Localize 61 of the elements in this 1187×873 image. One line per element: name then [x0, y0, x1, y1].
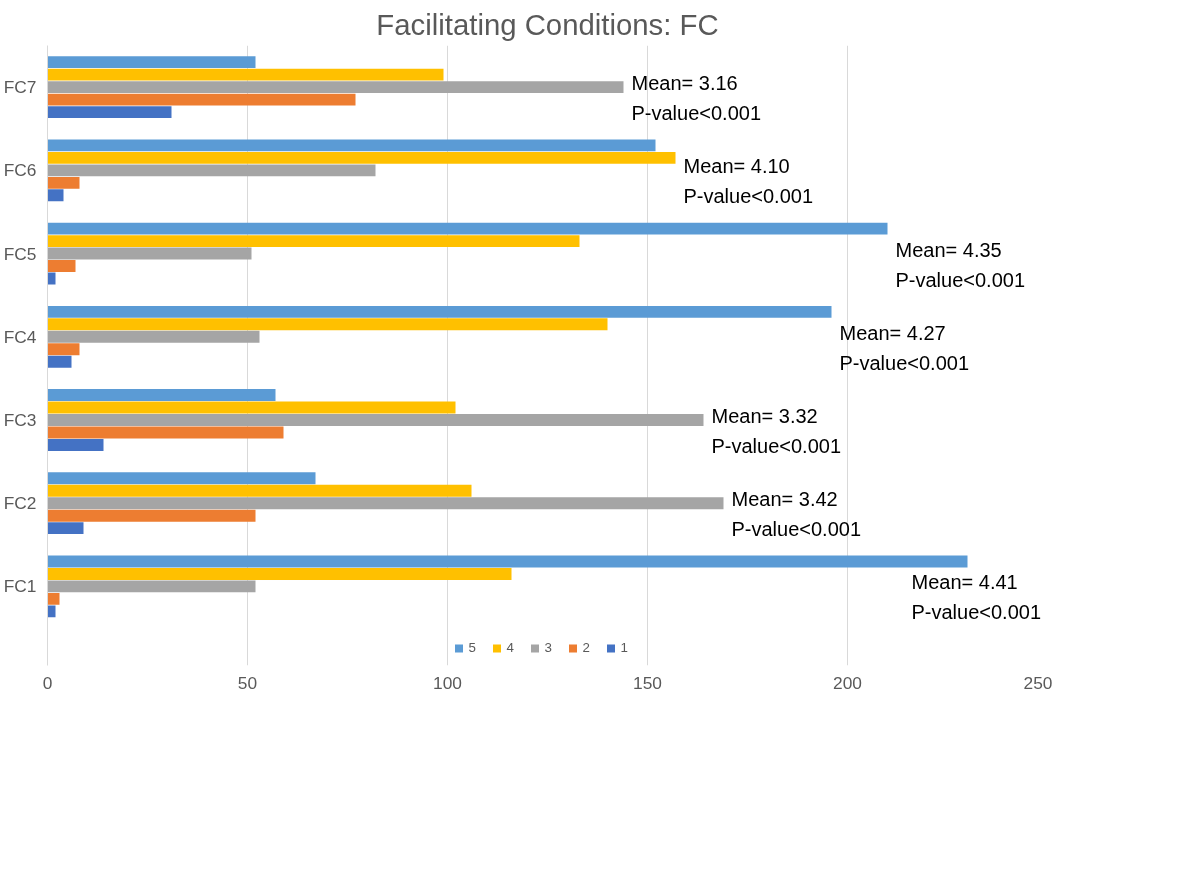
- bar: [47, 318, 608, 331]
- bar: [47, 139, 656, 152]
- bar: [47, 81, 624, 94]
- chart-title: Facilitating Conditions: FC: [376, 7, 719, 41]
- bar: [47, 330, 260, 343]
- y-tick-label: FC3: [3, 410, 37, 430]
- bar: [47, 164, 376, 177]
- legend-label: 5: [468, 640, 477, 655]
- bar: [47, 305, 832, 318]
- x-tick-label: 100: [433, 672, 462, 693]
- legend-label: 3: [544, 640, 553, 655]
- bar: [47, 247, 252, 260]
- x-tick-label: 150: [633, 672, 662, 693]
- annotation: Mean= 4.27 P-value<0.001: [839, 321, 970, 374]
- annotation: Mean= 4.35 P-value<0.001: [895, 238, 1026, 291]
- bar: [47, 106, 172, 119]
- y-tick-label: FC1: [3, 576, 37, 597]
- bar: [47, 568, 512, 580]
- bar: [47, 222, 888, 235]
- y-tick-label: FC2: [3, 493, 37, 514]
- x-tick-label: 250: [1023, 672, 1053, 693]
- bar: [47, 580, 256, 593]
- bar: [47, 260, 76, 272]
- bar: [47, 389, 276, 401]
- bar: [47, 272, 56, 285]
- bar: [47, 355, 72, 368]
- bar: [47, 472, 316, 485]
- y-tick-label: FC7: [3, 77, 37, 98]
- bar: [47, 555, 968, 568]
- annotation: Mean= 4.41 P-value<0.001: [911, 571, 1042, 624]
- bar: [47, 93, 356, 106]
- bar: [47, 68, 444, 81]
- legend-label: 4: [506, 640, 515, 655]
- y-tick-label: FC4: [3, 326, 37, 347]
- legend-label: 2: [582, 640, 591, 655]
- bar: [47, 509, 256, 522]
- bar: [47, 176, 80, 189]
- bar: [47, 484, 472, 497]
- bar: [47, 343, 80, 356]
- bar: [47, 522, 84, 535]
- legend-label: 1: [620, 640, 629, 655]
- bar: [47, 235, 580, 247]
- bar: [47, 605, 56, 618]
- bar: [47, 189, 64, 202]
- y-tick-label: FC6: [3, 160, 37, 181]
- x-tick-label: 50: [237, 672, 258, 693]
- x-tick-label: 0: [42, 672, 53, 693]
- bar: [47, 56, 256, 69]
- bar: [47, 401, 456, 414]
- bar: [47, 439, 104, 451]
- bar: [47, 497, 724, 510]
- y-tick-label: FC5: [3, 243, 37, 264]
- bar: [47, 592, 60, 605]
- bar: [47, 151, 676, 164]
- x-tick-label: 200: [833, 672, 862, 693]
- annotation: Mean= 3.42 P-value<0.001: [731, 488, 862, 541]
- annotation: Mean= 3.32 P-value<0.001: [711, 405, 842, 457]
- bar: [47, 426, 284, 439]
- annotation: Mean= 3.16 P-value<0.001: [631, 72, 762, 125]
- bar: [47, 414, 704, 426]
- annotation: Mean= 4.10 P-value<0.001: [683, 155, 814, 208]
